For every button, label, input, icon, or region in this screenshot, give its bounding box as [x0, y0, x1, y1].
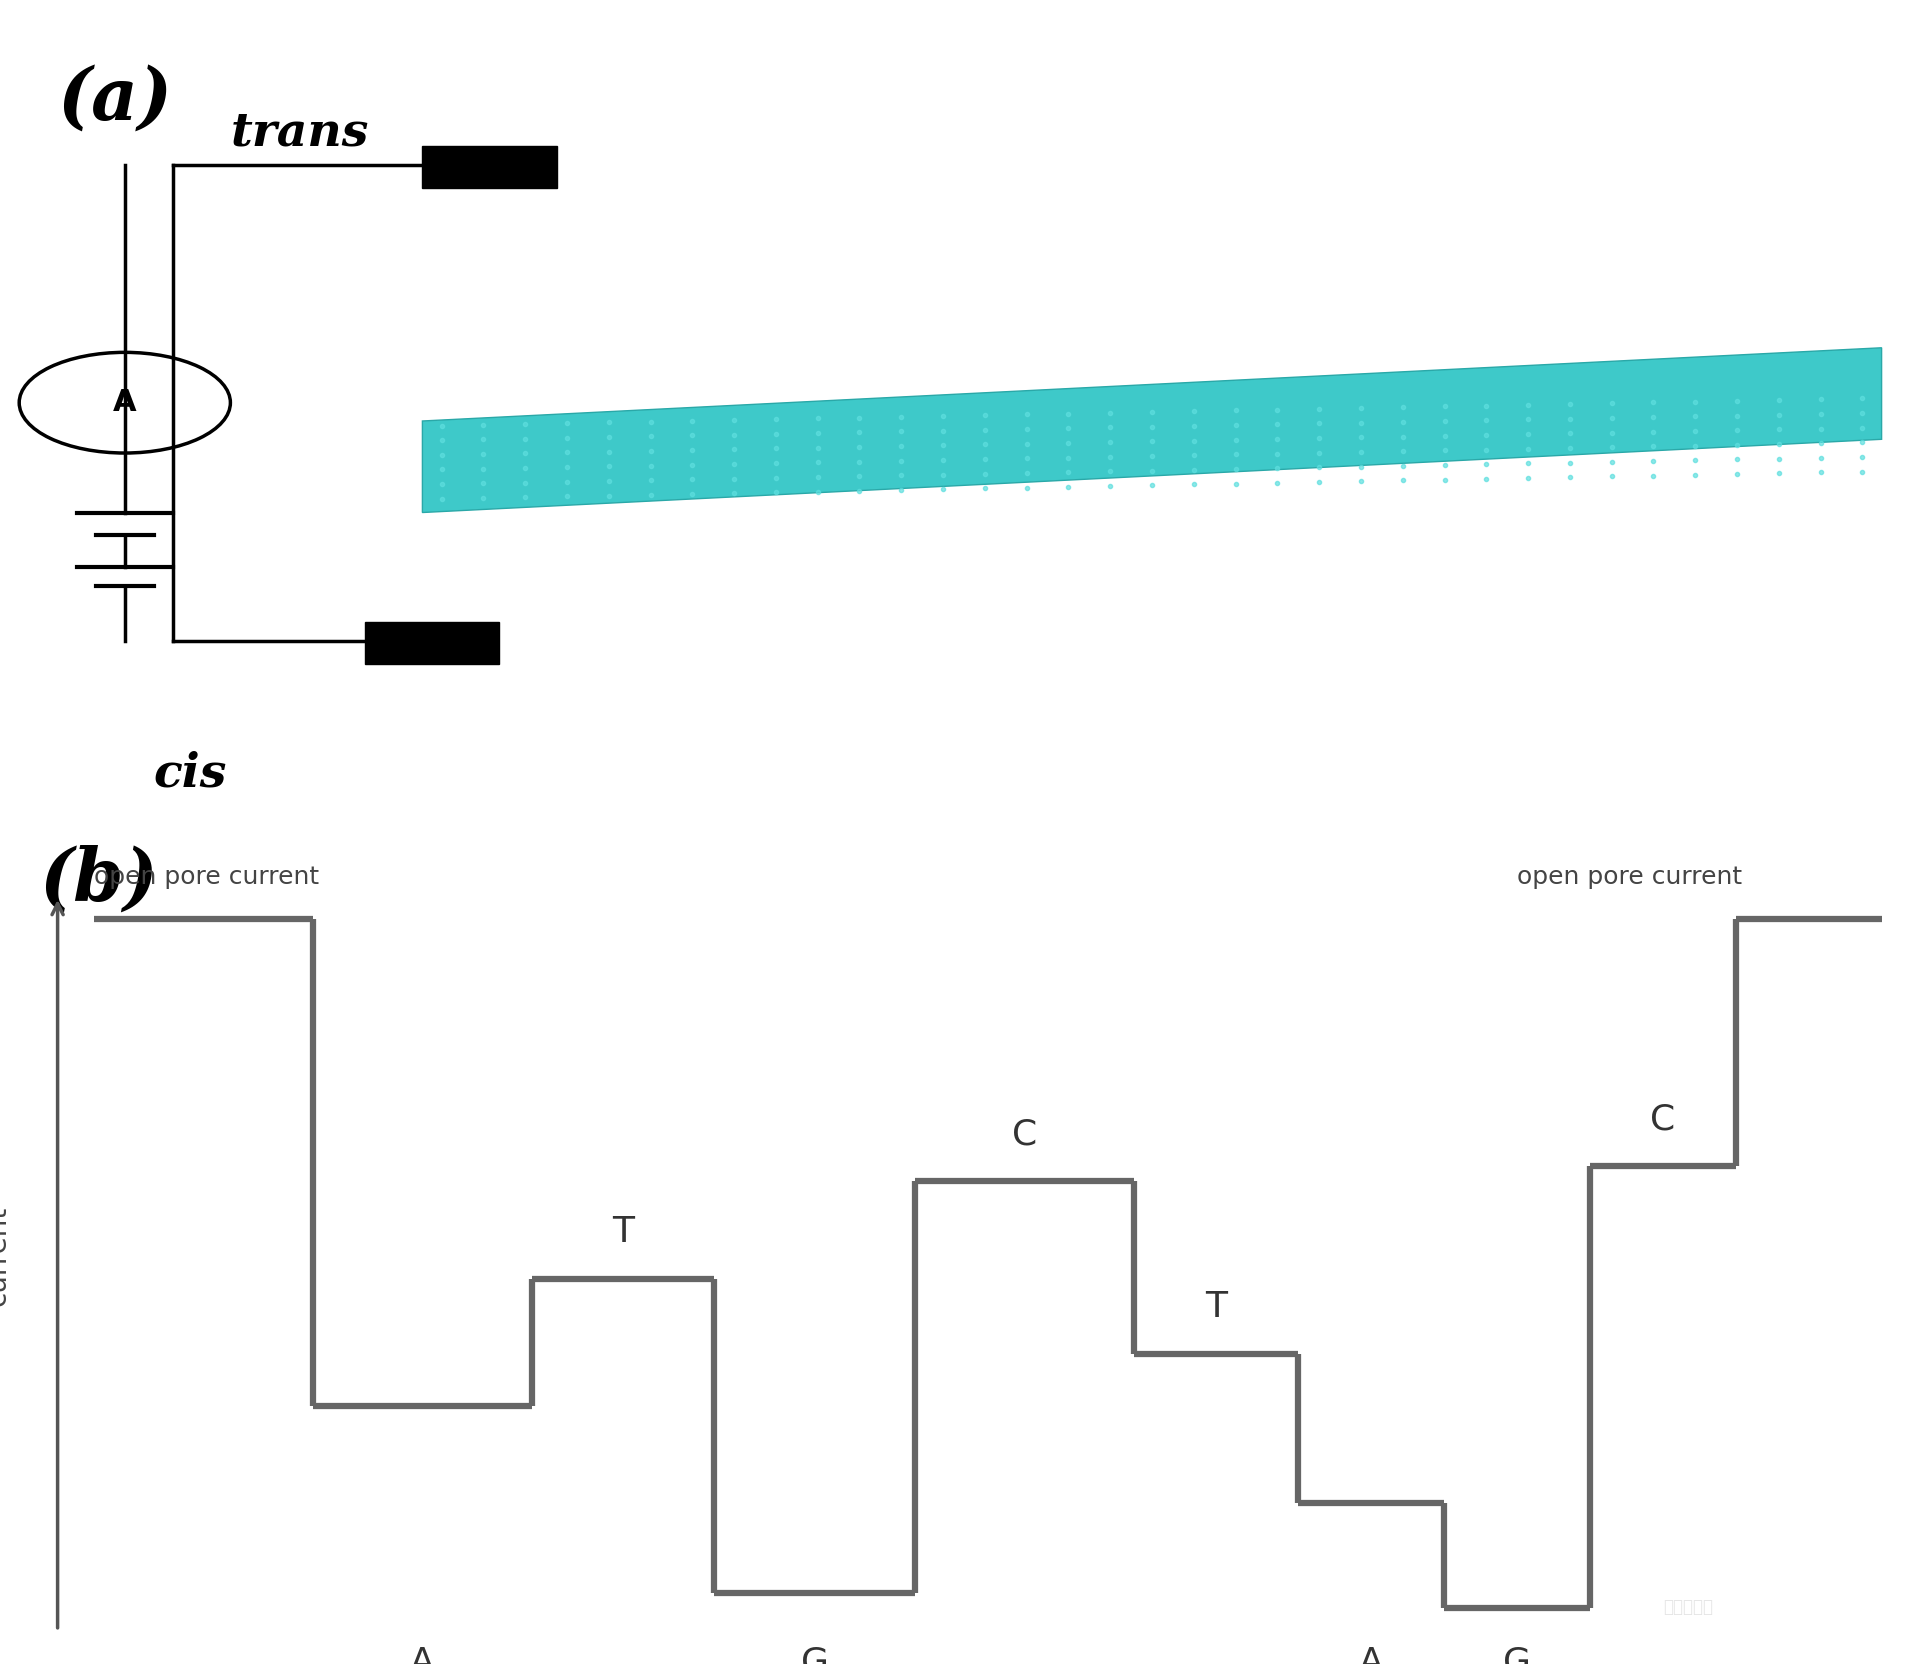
Polygon shape	[422, 348, 1882, 513]
Text: T: T	[1206, 1290, 1227, 1325]
Text: (a): (a)	[58, 63, 173, 135]
Text: C: C	[1012, 1118, 1037, 1151]
Text: A: A	[411, 1646, 434, 1664]
Circle shape	[19, 353, 230, 453]
Text: (b): (b)	[38, 844, 157, 915]
Text: A: A	[1359, 1646, 1382, 1664]
Text: open pore current: open pore current	[1517, 865, 1741, 889]
Text: trans: trans	[230, 110, 369, 156]
Text: A: A	[113, 388, 136, 418]
Text: G: G	[1503, 1646, 1530, 1664]
Text: G: G	[801, 1646, 829, 1664]
FancyBboxPatch shape	[422, 146, 557, 188]
FancyBboxPatch shape	[365, 622, 499, 664]
Text: cis: cis	[154, 750, 227, 797]
Text: C: C	[1649, 1103, 1676, 1137]
Text: current: current	[0, 1206, 12, 1306]
Text: 位比盲目网: 位比盲目网	[1663, 1597, 1713, 1616]
Text: T: T	[612, 1215, 634, 1248]
Text: open pore current: open pore current	[94, 865, 319, 889]
